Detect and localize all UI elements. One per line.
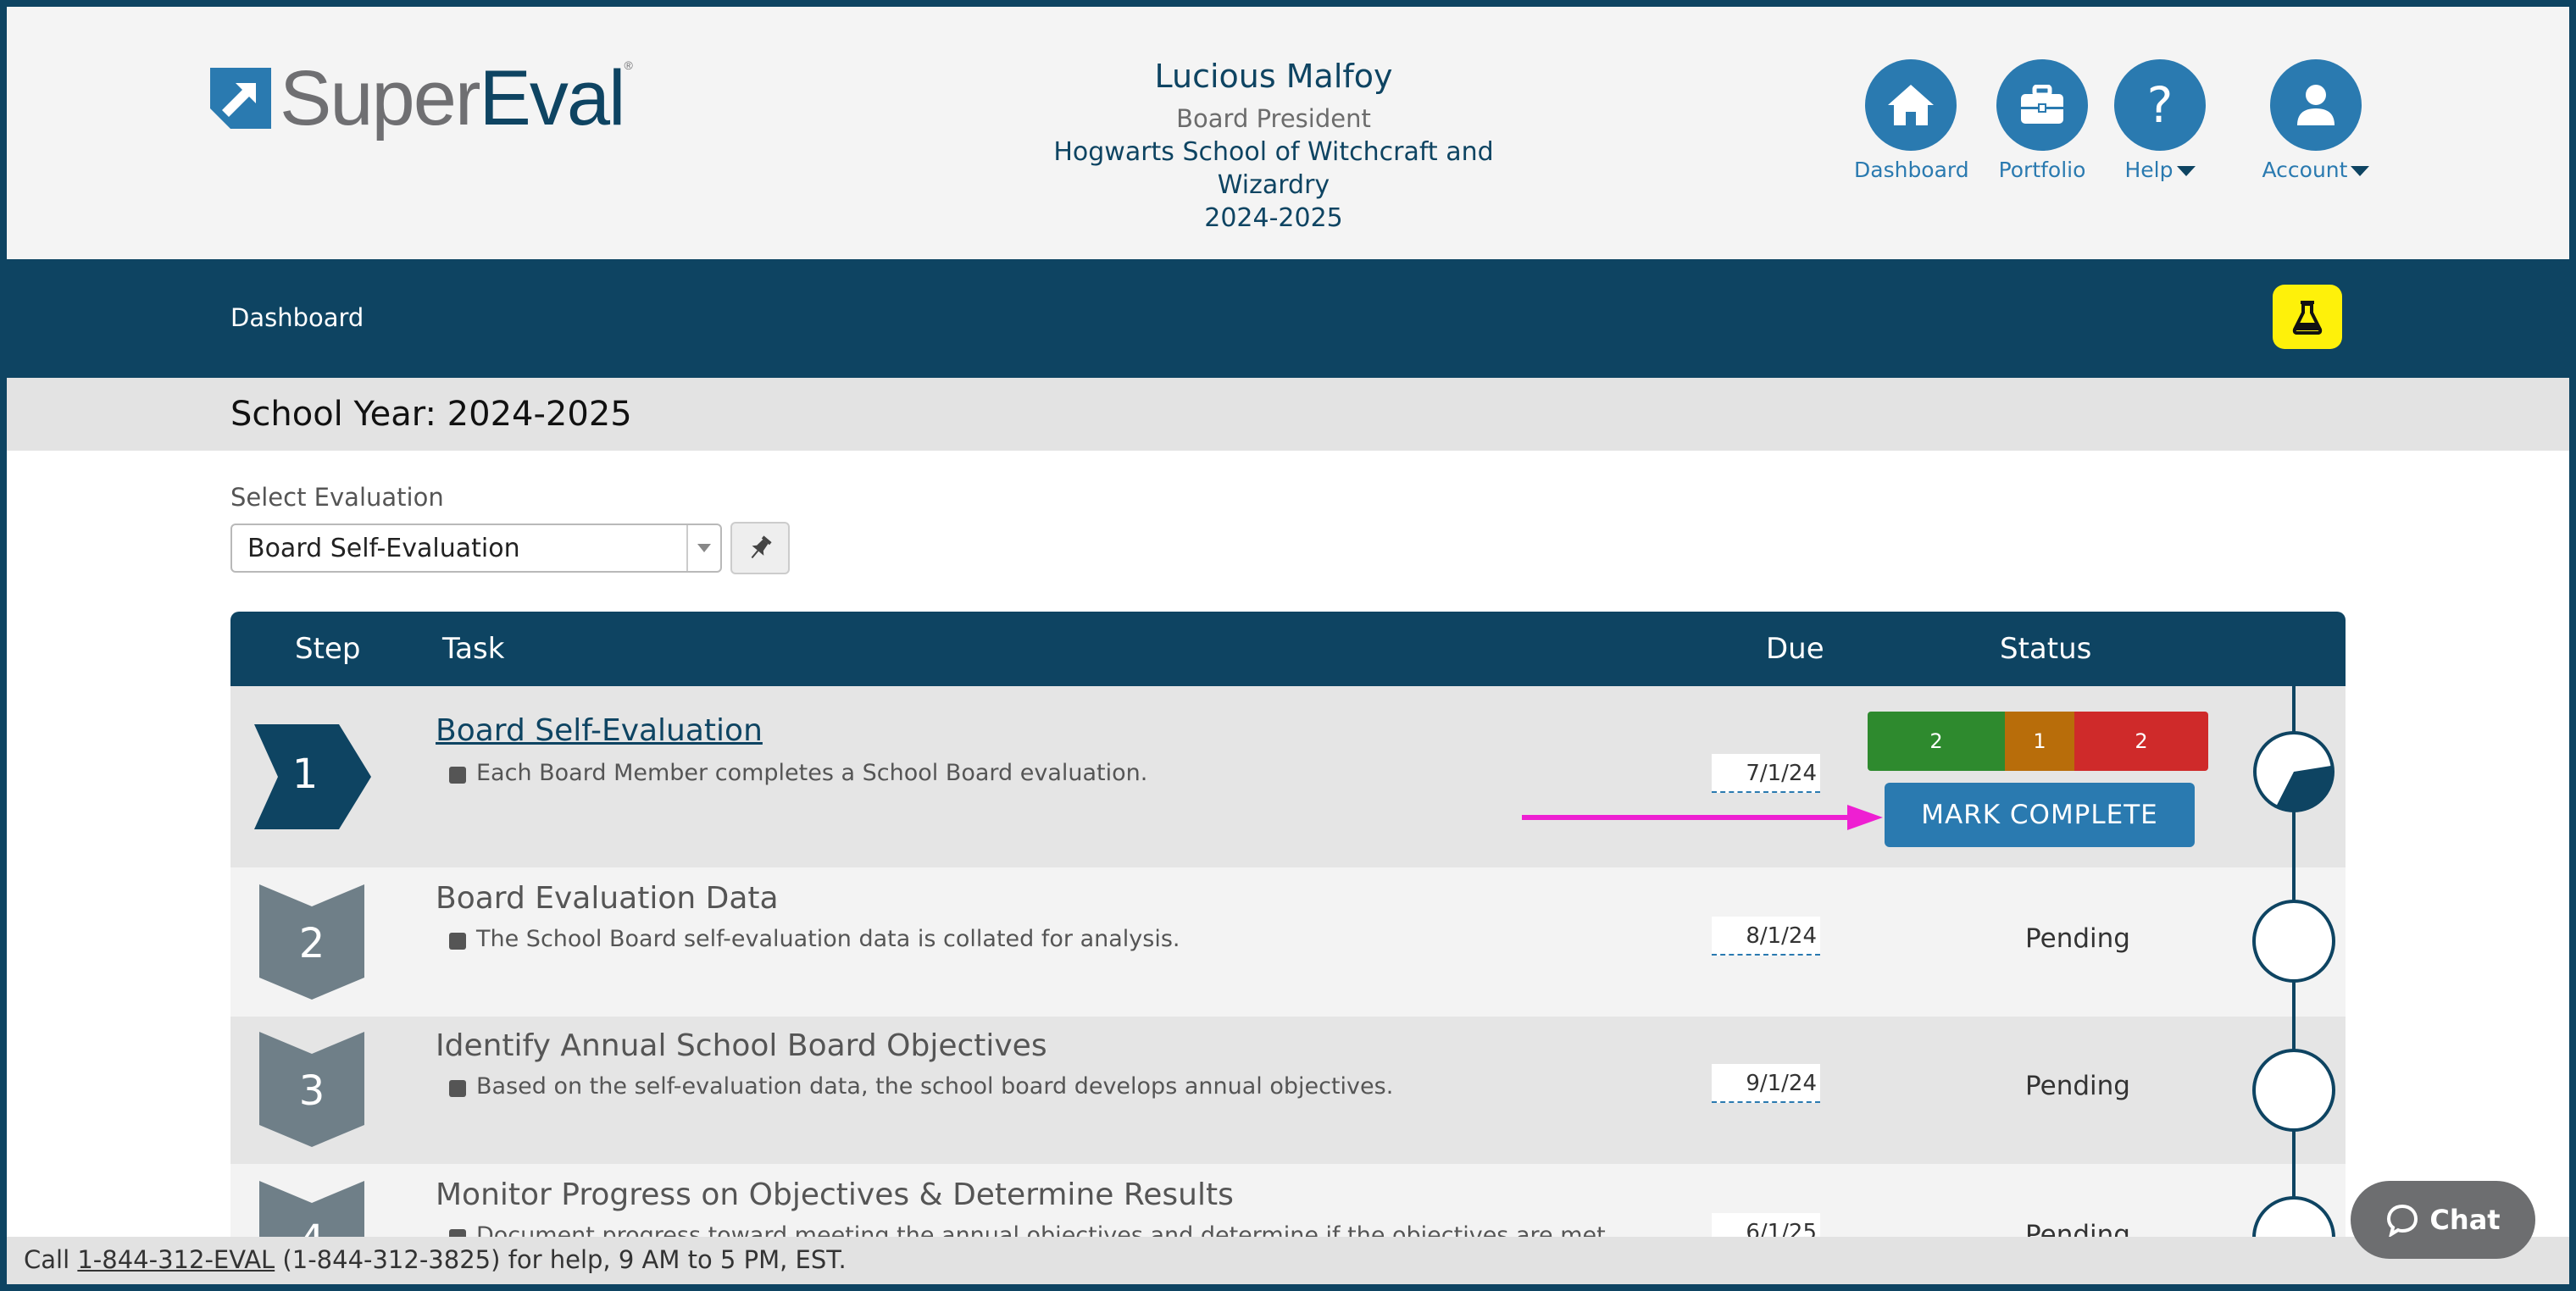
header: SuperEval® Lucious Malfoy Board Presiden… (7, 7, 2569, 259)
chat-button[interactable]: Chat (2351, 1181, 2535, 1259)
pin-button[interactable] (730, 522, 790, 574)
table-row: 1 Board Self-Evaluation Each Board Membe… (230, 686, 2346, 867)
user-role: Board President (1176, 104, 1371, 133)
mark-complete-button[interactable]: MARK COMPLETE (1885, 783, 2195, 847)
due-date-field[interactable]: 9/1/24 (1712, 1064, 1820, 1103)
step-status-circle (2252, 900, 2335, 983)
header-step: Step (295, 632, 361, 666)
step-number: 3 (298, 1067, 325, 1115)
nav-account-label[interactable]: Account (2244, 158, 2388, 182)
step-chevron (259, 884, 364, 1000)
header-task: Task (442, 632, 505, 666)
task-description: The School Board self-evaluation data is… (476, 926, 1180, 952)
chat-bubble-icon (2387, 1204, 2418, 1237)
task-title: Board Evaluation Data (436, 881, 779, 916)
task-title-link[interactable]: Board Self-Evaluation (436, 713, 763, 748)
step-status-circle (2252, 1049, 2335, 1132)
footer-help-text: Call 1-844-312-EVAL (1-844-312-3825) for… (24, 1245, 847, 1274)
due-date-field[interactable]: 7/1/24 (1712, 754, 1820, 793)
superEval-logo[interactable]: SuperEval® (210, 58, 633, 137)
step-chevron-active (254, 724, 371, 829)
status-text: Pending (2025, 923, 2130, 954)
task-description: Each Board Member completes a School Boa… (476, 760, 1148, 786)
step-number: 2 (298, 920, 325, 967)
task-title: Identify Annual School Board Objectives (436, 1028, 1047, 1063)
progress-complete[interactable]: 2 (1868, 712, 2005, 771)
nav-dashboard[interactable]: Dashboard (1854, 59, 1969, 182)
task-title: Monitor Progress on Objectives & Determi… (436, 1177, 1234, 1212)
step-chevron (259, 1032, 364, 1147)
user-info: Lucious Malfoy Board President Hogwarts … (1024, 51, 1524, 235)
pin-icon (751, 535, 772, 559)
user-name: Lucious Malfoy (1154, 58, 1393, 95)
briefcase-icon[interactable] (1996, 59, 2088, 151)
chevron-down-icon (2176, 166, 2196, 176)
header-due: Due (1766, 632, 1824, 666)
main-navbar: Dashboard (7, 259, 2569, 378)
steps-table: Step Task Due Status 1 Board Self-Evalua… (230, 612, 2346, 1284)
bullet (449, 1080, 466, 1097)
status-text: Pending (2025, 1071, 2130, 1101)
due-date-field[interactable]: 8/1/24 (1712, 917, 1820, 956)
table-row: 3 Identify Annual School Board Objective… (230, 1017, 2346, 1164)
user-school-line2: Wizardry (1217, 170, 1330, 200)
nav-dashboard-label[interactable]: Dashboard (1854, 158, 1969, 182)
step-number: 1 (291, 751, 319, 798)
bullet (449, 767, 466, 784)
bullet (449, 933, 466, 950)
evaluation-select-value: Board Self-Evaluation (247, 534, 520, 563)
logo-trademark: ® (624, 58, 632, 72)
nav-portfolio[interactable]: Portfolio (1979, 59, 2105, 182)
logo-wordmark: SuperEval® (280, 58, 633, 137)
select-evaluation-label: Select Evaluation (230, 483, 444, 512)
chevron-down-icon[interactable] (686, 525, 720, 571)
logo-eval: Eval (479, 55, 626, 141)
navbar-dashboard-link[interactable]: Dashboard (230, 303, 364, 332)
chat-label: Chat (2429, 1204, 2501, 1236)
task-description: Based on the self-evaluation data, the s… (476, 1073, 1394, 1100)
nav-help[interactable]: ? Help (2110, 59, 2210, 182)
table-row: 2 Board Evaluation Data The School Board… (230, 867, 2346, 1017)
logo-super: Super (280, 55, 480, 141)
user-icon[interactable] (2270, 59, 2362, 151)
nav-portfolio-label[interactable]: Portfolio (1998, 158, 2086, 182)
nav-account[interactable]: Account (2244, 59, 2388, 182)
school-year-text: School Year: 2024-2025 (230, 395, 632, 434)
chevron-down-icon (2351, 166, 2370, 176)
app-frame: SuperEval® Lucious Malfoy Board Presiden… (7, 7, 2569, 1284)
question-icon[interactable]: ? (2114, 59, 2206, 151)
progress-not-started[interactable]: 2 (2074, 712, 2208, 771)
table-header: Step Task Due Status (230, 612, 2346, 686)
logo-mark-icon (210, 68, 271, 129)
header-status: Status (2000, 632, 2092, 666)
user-school-line1: Hogwarts School of Witchcraft and (1053, 137, 1494, 167)
nav-help-label[interactable]: Help (2110, 158, 2210, 182)
footer-phone-link[interactable]: 1-844-312-EVAL (77, 1245, 275, 1274)
evaluation-select[interactable]: Board Self-Evaluation (230, 524, 722, 573)
flask-icon[interactable] (2273, 285, 2342, 349)
annotation-arrow (1522, 805, 1883, 830)
progress-bar[interactable]: 2 1 2 (1868, 712, 2208, 771)
home-icon[interactable] (1865, 59, 1957, 151)
timeline-line (2292, 686, 2296, 1284)
school-year-bar: School Year: 2024-2025 (7, 378, 2569, 451)
progress-pie-icon (2253, 731, 2334, 812)
progress-in-progress[interactable]: 1 (2005, 712, 2074, 771)
top-nav: Dashboard Portfolio ? Help (1854, 59, 2388, 182)
footer: Call 1-844-312-EVAL (1-844-312-3825) for… (7, 1237, 2569, 1284)
user-year: 2024-2025 (1204, 203, 1343, 233)
